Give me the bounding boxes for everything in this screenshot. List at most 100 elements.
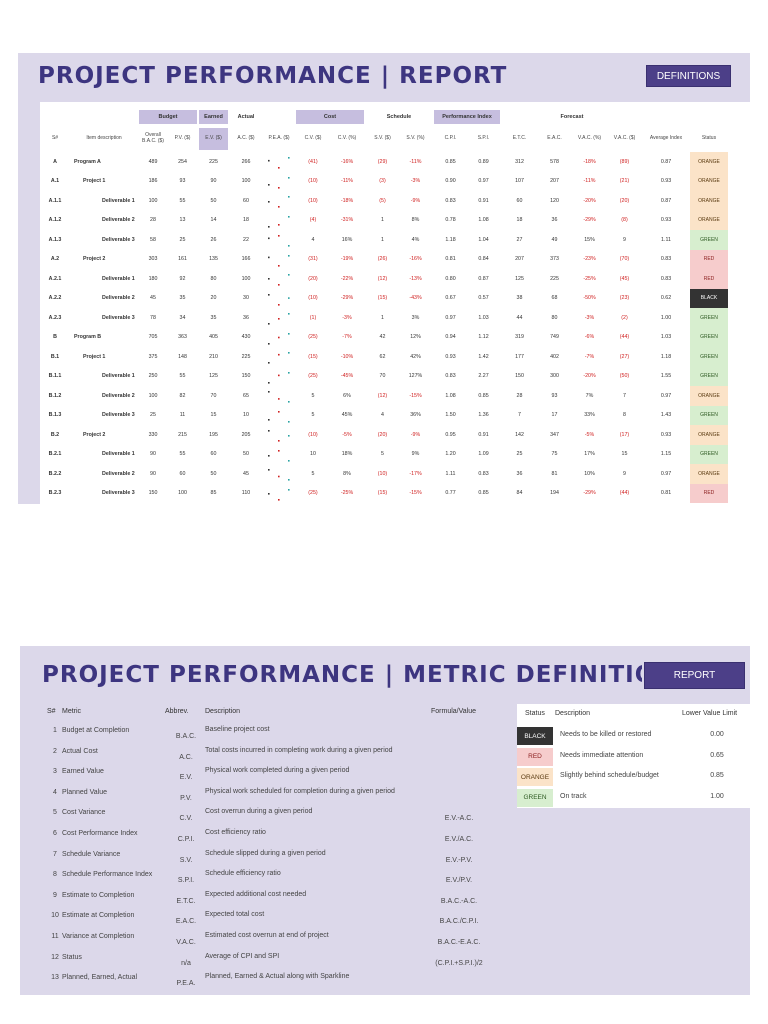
definitions-button[interactable]: DEFINITIONS — [646, 65, 731, 87]
cell-status: GREEN — [690, 347, 728, 367]
table-row: B.1 Project 1 375 148 210 225 (15) -10% 62 42% 0.9… — [40, 347, 750, 367]
cell-svp: -9% — [410, 197, 421, 204]
list-item: 7 Schedule Variance S.V. Schedule slipped d… — [40, 848, 508, 869]
cell-bac: 330 — [148, 431, 158, 438]
cell-avg: 1.18 — [660, 353, 672, 360]
cell-cvp: -29% — [340, 295, 354, 302]
cell-ac: 45 — [243, 470, 249, 477]
cell-eac: 402 — [550, 353, 559, 360]
cell-vacp: 33% — [584, 412, 595, 419]
cell-item: Deliverable 3 — [102, 490, 135, 497]
cell-sn: B.1.2 — [48, 392, 62, 399]
cell-status: ORANGE — [690, 425, 728, 445]
cell-sv: (15) — [377, 490, 388, 497]
cell-cvp: 18% — [341, 451, 353, 458]
cell-avg: 1.55 — [660, 373, 672, 380]
cell-vacp: 15% — [584, 236, 595, 243]
cell-cv: (1) — [309, 314, 317, 321]
cell-cvp: -7% — [342, 334, 352, 341]
cell-item: Deliverable 3 — [102, 236, 135, 243]
list-item: 3 Earned Value E.V. Physical work completed… — [40, 765, 508, 786]
cell-item: Project 2 — [83, 431, 106, 438]
cell-cv: (25) — [308, 373, 318, 380]
table-row: A.2.1 Deliverable 1 180 92 80 100 (20) -22% (12)… — [40, 269, 750, 289]
column-header-item: Item description — [86, 135, 122, 142]
cell-bac: 28 — [150, 217, 156, 224]
cell-spi: 2.27 — [478, 373, 489, 380]
sparkline-point — [288, 274, 290, 276]
header-description: Description — [205, 708, 241, 715]
cell-status: ORANGE — [690, 152, 728, 172]
cell-sn: A — [53, 158, 57, 165]
cell-ac: 65 — [243, 392, 249, 399]
cell-cv: (10) — [308, 295, 318, 302]
report-button[interactable]: REPORT — [644, 662, 745, 689]
metric-abbr: V.A.C. — [176, 939, 196, 946]
metric-metric: Estimate at Completion — [62, 912, 135, 920]
metric-metric: Variance at Completion — [62, 933, 135, 940]
cell-sn: A.1.3 — [48, 236, 62, 243]
sparkline-point — [288, 352, 290, 354]
column-header-avg: Average Index — [649, 135, 683, 142]
cell-ev: 85 — [210, 490, 217, 497]
cell-svp: 42% — [410, 353, 421, 360]
cell-ev: 90 — [210, 178, 217, 185]
pea-sparkline — [268, 488, 290, 501]
cell-spi: 0.57 — [478, 295, 489, 302]
metric-metric: Status — [62, 953, 82, 961]
column-header-spi: S.P.I. — [477, 135, 490, 142]
cell-eac: 68 — [551, 295, 558, 302]
cell-cv: (10) — [308, 431, 318, 438]
sparkline-point — [288, 245, 290, 247]
metric-abbr: C.P.I. — [177, 836, 195, 843]
sparkline-point — [288, 196, 290, 198]
metric-sn: 11 — [51, 933, 59, 940]
metric-abbr: E.V. — [179, 774, 193, 782]
group-header-forecast: Forecast — [560, 114, 584, 120]
column-header-etc: E.T.C. — [512, 135, 527, 142]
status-description: On track — [560, 792, 587, 800]
header-metric: Metric — [62, 708, 82, 715]
cell-status: RED — [690, 269, 728, 289]
status-row: GREEN On track 1.00 — [517, 788, 750, 809]
sparkline-point — [268, 225, 270, 228]
sparkline-point — [278, 374, 280, 376]
metric-sn: 6 — [53, 830, 57, 837]
cell-bac: 705 — [148, 334, 158, 341]
cell-status: GREEN — [690, 230, 728, 250]
cell-sn: A.1 — [50, 178, 60, 185]
cell-spi: 1.04 — [478, 236, 489, 243]
cell-etc: 27 — [516, 236, 523, 243]
metric-formula: E.V./P.V. — [445, 877, 473, 885]
sparkline-point — [268, 293, 270, 296]
metric-abbr: E.A.C. — [175, 918, 197, 926]
cell-vacp: -20% — [583, 373, 596, 380]
cell-vac: 9 — [623, 236, 626, 243]
table-row: B.2.1 Deliverable 1 90 55 60 50 10 18% 5 9% 1.20 1.… — [40, 444, 750, 464]
column-header-vacp: V.A.C. (%) — [577, 135, 602, 142]
cell-ev: 80 — [210, 275, 217, 282]
cell-status: GREEN — [690, 327, 728, 347]
sparkline-point — [278, 235, 280, 237]
cell-avg: 0.62 — [660, 295, 672, 302]
column-header-status: Status — [701, 135, 717, 142]
status-row: ORANGE Slightly behind schedule/budget 0.8… — [517, 767, 750, 788]
sparkline-point — [288, 420, 290, 423]
cell-etc: 60 — [516, 197, 523, 204]
cell-vacp: 7% — [585, 392, 594, 399]
status-legend-table: Status Description Lower Value Limit BLA… — [517, 704, 750, 808]
status-lower-limit: 0.65 — [710, 751, 724, 759]
cell-cvp: -10% — [340, 353, 354, 360]
cell-cpi: 0.97 — [445, 314, 456, 321]
metric-desc: Expected total cost — [205, 911, 265, 919]
list-item: 2 Actual Cost A.C. Total costs incurred in … — [40, 745, 508, 766]
metric-sn: 3 — [53, 768, 57, 776]
cell-svp: -15% — [409, 392, 422, 399]
sparkline-point — [288, 296, 290, 299]
cell-pv: 55 — [179, 451, 186, 458]
cell-status: RED — [690, 483, 728, 503]
cell-vacp: 17% — [584, 451, 595, 458]
metric-desc: Average of CPI and SPI — [205, 952, 280, 960]
column-header-sv: S.V. ($) — [374, 135, 391, 142]
cell-cvp: -18% — [340, 197, 354, 204]
